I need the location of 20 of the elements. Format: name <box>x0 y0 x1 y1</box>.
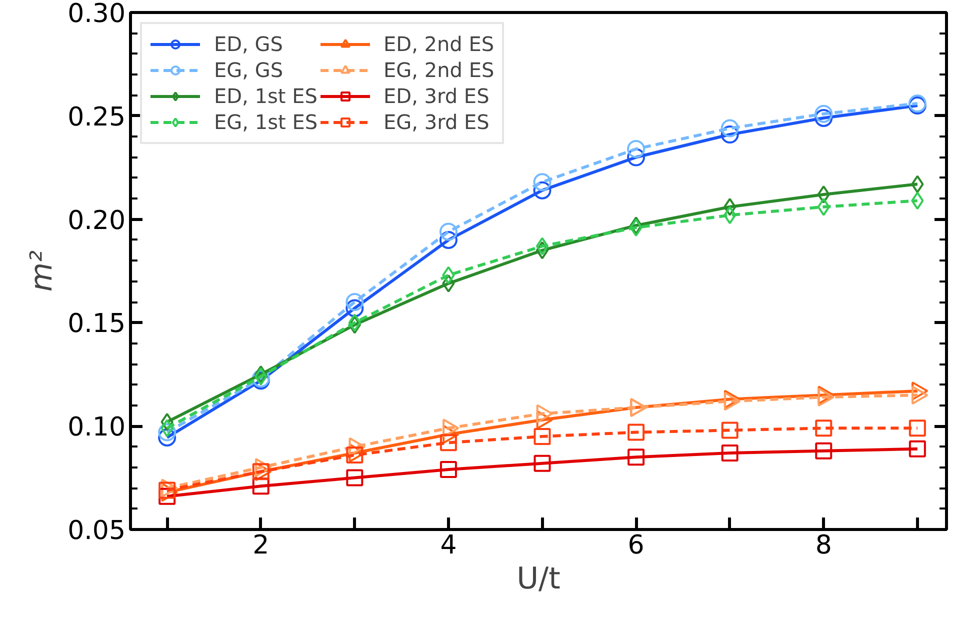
y-tick-label: 0.25 <box>68 102 126 132</box>
y-tick-label: 0.05 <box>68 516 126 546</box>
y-tick-label: 0.10 <box>68 412 126 443</box>
legend-label: EG, 2nd ES <box>384 58 494 82</box>
y-tick-label: 0.20 <box>68 206 126 236</box>
legend-label: ED, GS <box>214 32 283 56</box>
legend-label: EG, 1st ES <box>214 110 318 134</box>
x-tick-label: 4 <box>440 530 457 560</box>
legend-label: EG, 3rd ES <box>384 110 490 134</box>
x-tick-label: 8 <box>815 530 832 560</box>
legend-label: ED, 2nd ES <box>384 32 494 56</box>
y-tick-label: 0.15 <box>68 309 126 340</box>
y-axis-title: m² <box>24 250 60 292</box>
y-tick-label: 0.30 <box>68 0 126 29</box>
legend-label: ED, 3rd ES <box>384 84 490 108</box>
x-tick-label: 6 <box>628 530 644 560</box>
x-axis-title: U/t <box>516 562 561 596</box>
x-tick-label: 2 <box>252 530 270 560</box>
legend-label: EG, GS <box>214 58 284 82</box>
legend-label: ED, 1st ES <box>214 84 318 108</box>
